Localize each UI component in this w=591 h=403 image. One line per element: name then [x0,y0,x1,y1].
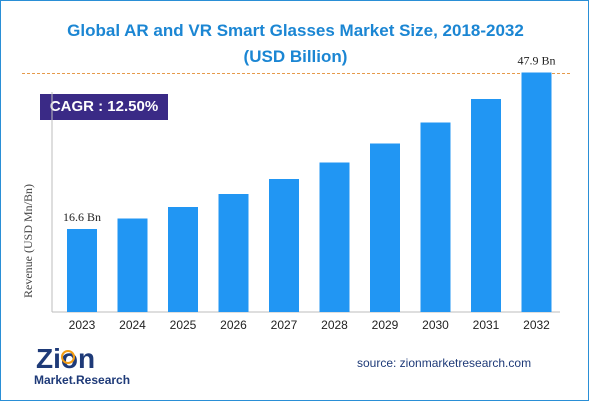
x-tick-2024: 2024 [119,318,146,332]
x-tick-2031: 2031 [473,318,500,332]
source-note: source: zionmarketresearch.com [357,356,532,370]
logo-globe-icon [61,350,75,364]
x-tick-2025: 2025 [170,318,197,332]
bar-2023 [67,229,97,312]
title-divider [22,73,570,74]
x-tick-2027: 2027 [271,318,298,332]
bar-2025 [168,207,198,312]
zion-logo: Zion Market.Research [34,343,130,387]
logo-text-top: Zion [36,343,95,374]
bar-2027 [269,179,299,312]
bar-2032 [521,72,552,312]
bar-2030 [420,122,451,312]
bar-2031 [471,99,501,312]
x-tick-2023: 2023 [69,318,96,332]
data-label-2023: 16.6 Bn [63,210,101,224]
plot-area: Revenue (USD Mn/Bn) 2023 2024 2025 2026 2027 2… [21,54,560,332]
logo-text-bottom: Market.Research [34,373,130,387]
x-tick-2032: 2032 [523,318,550,332]
data-label-2032: 47.9 Bn [517,54,555,68]
bar-2028 [319,162,350,312]
x-tick-2030: 2030 [422,318,449,332]
y-axis-label: Revenue (USD Mn/Bn) [21,184,35,298]
bar-2029 [370,143,400,312]
bar-2026 [218,194,249,312]
chart-title-line2: (USD Billion) [243,47,348,66]
x-tick-2029: 2029 [372,318,399,332]
bar-2024 [117,218,148,312]
chart-title: Global AR and VR Smart Glasses Market Si… [0,18,591,70]
x-tick-2028: 2028 [321,318,348,332]
chart-title-line1: Global AR and VR Smart Glasses Market Si… [67,21,524,40]
x-tick-2026: 2026 [220,318,247,332]
cagr-badge: CAGR : 12.50% [40,94,168,120]
